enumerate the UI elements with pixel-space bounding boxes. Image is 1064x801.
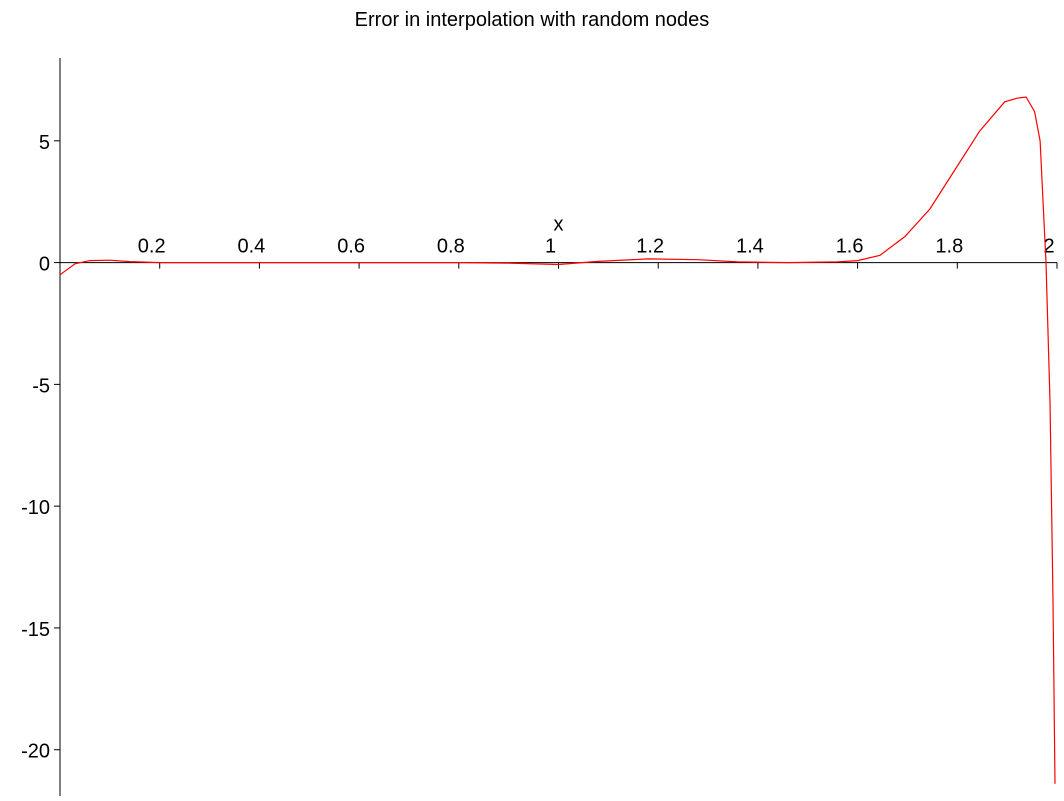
x-axis-label: x [554, 214, 564, 236]
x-tick-label: 0.6 [337, 236, 365, 258]
y-tick-label: -20 [21, 741, 50, 763]
error-curve [59, 96, 1056, 784]
x-tick-label: 1.4 [736, 236, 764, 258]
x-tick-label: 0.2 [138, 236, 166, 258]
y-tick-label: -15 [21, 619, 50, 641]
x-tick-label: 0.4 [237, 236, 265, 258]
x-tick-label: 1.2 [636, 236, 664, 258]
x-tick-label: 0.8 [437, 236, 465, 258]
y-tick-label: 5 [39, 132, 50, 154]
x-tick-label: 2 [1043, 236, 1054, 258]
chart-title: Error in interpolation with random nodes [355, 9, 710, 31]
y-tick-label: 0 [39, 254, 50, 276]
x-tick-label: 1 [545, 236, 556, 258]
x-tick-label: 1.6 [836, 236, 864, 258]
y-tick-label: -5 [32, 375, 50, 397]
y-tick-label: -10 [21, 497, 50, 519]
x-tick-label: 1.8 [935, 236, 963, 258]
